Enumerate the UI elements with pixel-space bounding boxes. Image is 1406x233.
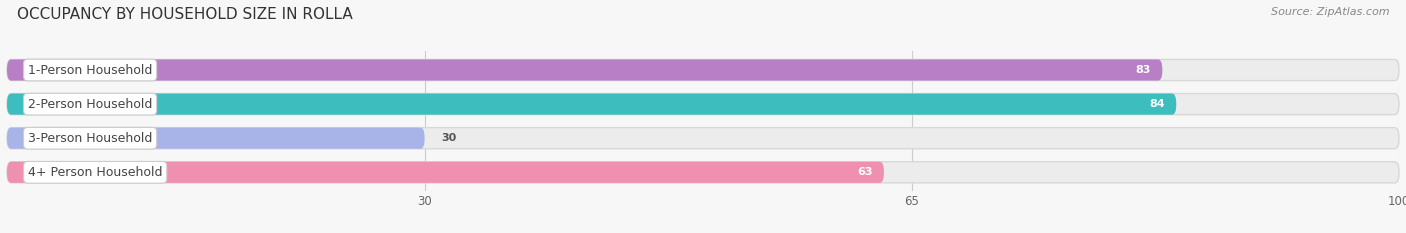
Text: 3-Person Household: 3-Person Household: [28, 132, 152, 145]
Text: 30: 30: [441, 133, 457, 143]
FancyBboxPatch shape: [7, 128, 425, 149]
Text: 63: 63: [858, 167, 873, 177]
Text: 1-Person Household: 1-Person Household: [28, 64, 152, 76]
FancyBboxPatch shape: [7, 93, 1399, 115]
FancyBboxPatch shape: [7, 162, 884, 183]
Text: 83: 83: [1136, 65, 1152, 75]
Text: OCCUPANCY BY HOUSEHOLD SIZE IN ROLLA: OCCUPANCY BY HOUSEHOLD SIZE IN ROLLA: [17, 7, 353, 22]
Text: 4+ Person Household: 4+ Person Household: [28, 166, 163, 179]
FancyBboxPatch shape: [7, 128, 1399, 149]
Text: Source: ZipAtlas.com: Source: ZipAtlas.com: [1271, 7, 1389, 17]
Text: 84: 84: [1150, 99, 1166, 109]
FancyBboxPatch shape: [7, 59, 1399, 81]
Text: 2-Person Household: 2-Person Household: [28, 98, 152, 111]
FancyBboxPatch shape: [7, 162, 1399, 183]
FancyBboxPatch shape: [7, 93, 1177, 115]
FancyBboxPatch shape: [7, 59, 1163, 81]
